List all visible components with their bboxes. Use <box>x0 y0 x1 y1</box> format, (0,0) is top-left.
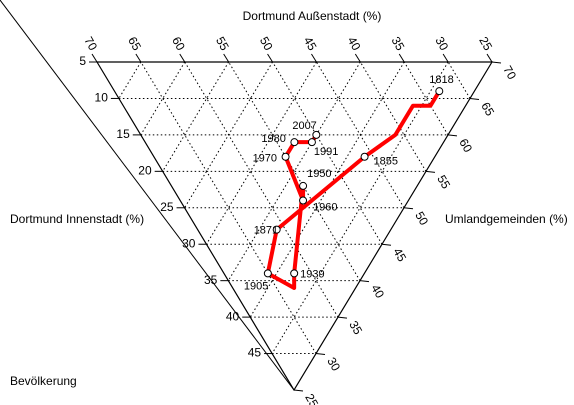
left-tick-label: 20 <box>138 164 152 178</box>
point <box>435 87 444 96</box>
top-tick-label: 45 <box>301 34 320 53</box>
tick-mark <box>223 53 230 63</box>
left-tick-label: 5 <box>79 54 86 68</box>
tick-mark <box>91 53 98 63</box>
point <box>281 152 290 161</box>
tick-mark <box>398 53 405 63</box>
top-tick-label: 30 <box>432 34 451 53</box>
point-label: 1855 <box>374 156 398 168</box>
tick-mark <box>447 134 458 137</box>
grid-line <box>162 61 230 172</box>
grid-line <box>227 61 361 281</box>
left-axis-label: Dortmund Innenstadt (%) <box>10 212 144 226</box>
top-tick-label: 65 <box>125 34 144 53</box>
tick-mark <box>442 53 449 63</box>
top-axis-label: Dortmund Außenstadt (%) <box>243 9 382 23</box>
point <box>360 152 369 161</box>
point-label: 1980 <box>261 133 285 145</box>
left-tick-label: 30 <box>182 236 196 250</box>
tick-mark <box>179 53 186 63</box>
left-tick-label: 10 <box>95 91 109 105</box>
tick-mark <box>337 316 348 319</box>
tick-mark <box>293 389 304 392</box>
right-tick-label: 70 <box>500 63 519 82</box>
grid-line <box>228 61 361 281</box>
right-tick-label: 50 <box>412 209 431 228</box>
grid-line <box>272 61 383 245</box>
right-tick-label: 45 <box>390 246 409 265</box>
point-label: 1950 <box>307 168 331 180</box>
grid-line <box>184 61 339 318</box>
point <box>312 130 321 139</box>
top-tick-label: 60 <box>169 34 188 53</box>
tick-mark <box>469 97 480 100</box>
grid-line <box>118 61 142 99</box>
tick-mark <box>267 53 273 63</box>
right-tick-label: 35 <box>346 318 365 337</box>
top-tick-label: 40 <box>345 34 364 53</box>
top-tick-label: 35 <box>389 34 408 53</box>
top-tick-label: 70 <box>81 34 100 53</box>
trajectory <box>265 90 442 290</box>
right-axis-label: Umlandgemeinden (%) <box>445 212 568 226</box>
grid-line <box>271 61 449 354</box>
point-label: 1905 <box>244 280 268 292</box>
left-tick-label: 45 <box>248 346 262 360</box>
point-label: 1970 <box>253 153 277 165</box>
right-tick-label: 30 <box>324 355 343 374</box>
right-tick-label: 55 <box>434 173 453 192</box>
grid-line <box>447 61 471 99</box>
tick-mark <box>486 53 493 63</box>
left-tick-label: 40 <box>226 309 240 323</box>
top-tick-label: 25 <box>476 34 495 53</box>
point <box>263 269 272 278</box>
point-label: 1960 <box>313 201 337 213</box>
grid-line <box>206 61 317 245</box>
top-tick-label: 55 <box>213 34 232 53</box>
right-tick-label: 60 <box>456 136 475 155</box>
left-tick-label: 25 <box>160 200 174 214</box>
tick-mark <box>135 53 142 63</box>
point <box>290 269 299 278</box>
tick-mark <box>425 170 436 173</box>
point-label: 1871 <box>254 225 278 237</box>
point-label: 1991 <box>314 146 338 158</box>
point-label: 2007 <box>292 120 316 132</box>
tick-mark <box>0 0 295 391</box>
tick-mark <box>491 61 502 64</box>
tick-mark <box>354 53 361 63</box>
point <box>307 138 316 147</box>
point <box>290 138 299 147</box>
point <box>299 196 308 205</box>
top-tick-label: 50 <box>257 34 276 53</box>
tick-mark <box>381 243 392 246</box>
right-tick-label: 65 <box>478 100 497 119</box>
point <box>299 181 308 190</box>
tick-mark <box>359 280 370 283</box>
note: Bevölkerung <box>10 374 77 388</box>
right-tick-label: 25 <box>302 391 321 405</box>
point <box>272 225 281 234</box>
grid-line <box>316 61 405 209</box>
triangle <box>95 61 494 392</box>
tick-mark <box>315 353 326 356</box>
tick-mark <box>311 53 317 63</box>
grid-line <box>140 61 317 354</box>
right-tick-label: 40 <box>368 282 387 301</box>
point-label: 1818 <box>429 74 453 86</box>
tick-mark <box>403 207 414 210</box>
grid-line <box>359 61 427 172</box>
point-label: 1939 <box>300 268 324 280</box>
left-tick-label: 15 <box>116 127 130 141</box>
